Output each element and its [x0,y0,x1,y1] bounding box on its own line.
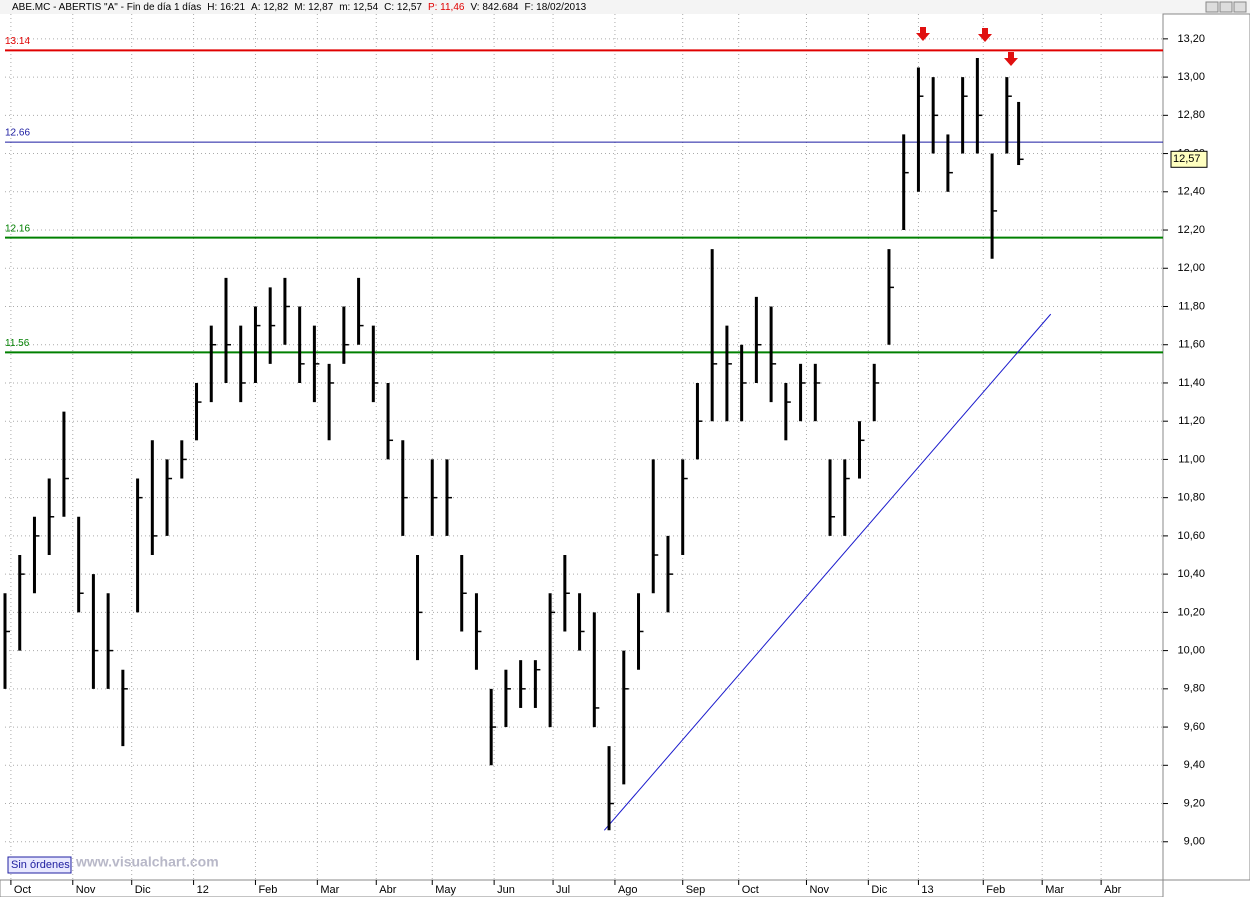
y-tick-label: 10,00 [1177,645,1205,657]
x-tick-label: Sep [686,884,706,896]
y-tick-label: 11,60 [1178,339,1205,351]
y-tick-label: 12,40 [1177,186,1205,198]
x-tick-label: Nov [809,884,829,896]
y-tick-label: 9,40 [1184,759,1205,771]
level-label: 11.56 [5,338,30,349]
x-tick-label: Abr [1104,884,1121,896]
y-tick-label: 11,40 [1178,377,1205,389]
time-axis [0,879,1164,897]
arrow [978,28,992,42]
y-tick-label: 10,20 [1177,606,1205,618]
y-tick-label: 11,80 [1178,300,1205,312]
y-tick-label: 10,40 [1177,568,1205,580]
orders-button[interactable] [7,856,72,874]
y-tick-label: 13,20 [1177,33,1205,45]
x-tick-label: Nov [76,884,96,896]
minimize[interactable] [1205,1,1219,13]
arrow [1004,52,1018,66]
level-label: 12.16 [5,223,30,234]
header-item: m: 12,54 [339,2,378,13]
y-tick-label: 10,60 [1177,530,1205,542]
y-tick-label: 13,00 [1177,71,1205,83]
header-item: A: 12,82 [251,2,289,13]
x-tick-label: Feb [258,884,277,896]
header-item: M: 12,87 [294,2,333,13]
header-item: P: 11,46 [428,2,465,13]
x-tick-label: Jul [556,884,570,896]
maximize[interactable] [1219,1,1233,13]
y-tick-label: 9,00 [1184,836,1205,848]
x-tick-label: May [435,884,456,896]
header-item: V: 842.684 [470,2,518,13]
x-tick-label: 13 [921,884,933,896]
x-tick-label: Mar [1045,884,1064,896]
y-tick-label: 12,80 [1177,109,1205,121]
y-tick-label: 9,20 [1184,797,1205,809]
header-item: F: 18/02/2013 [524,2,586,13]
y-tick-label: 11,20 [1178,415,1205,427]
x-tick-label: Dic [871,884,887,896]
arrow [916,27,930,41]
header-item: C: 12,57 [384,2,422,13]
x-tick-label: 12 [197,884,209,896]
header-item: ABE.MC - ABERTIS "A" - Fin de día 1 días [12,2,201,13]
watermark: www.visualchart.com [75,854,219,870]
window-buttons[interactable] [1205,1,1247,13]
y-tick-label: 11,00 [1178,453,1205,465]
y-tick-label: 12,20 [1177,224,1205,236]
level-label: 12.66 [5,128,30,139]
x-tick-label: Jun [497,884,515,896]
y-tick-label: 9,60 [1184,721,1205,733]
x-tick-label: Oct [742,884,759,896]
y-tick-label: 10,80 [1177,492,1205,504]
x-tick-label: Feb [986,884,1005,896]
price-axis [1162,13,1250,881]
header-bar [0,0,1250,14]
header: ABE.MC - ABERTIS "A" - Fin de día 1 días… [12,2,587,13]
x-tick-label: Abr [379,884,396,896]
x-tick-label: Dic [135,884,151,896]
last-price-box [1170,150,1208,168]
trendline [603,313,1052,831]
header-item: H: 16:21 [207,2,245,13]
last-price-label: 12,57 [1173,153,1201,165]
close[interactable] [1233,1,1247,13]
orders-button-label[interactable]: Sin órdenes [11,859,70,871]
y-tick-label: 9,80 [1184,683,1205,695]
level-label: 13.14 [5,36,30,47]
arrows [916,27,1018,66]
x-tick-label: Mar [320,884,339,896]
x-tick-label: Oct [14,884,31,896]
y-tick-label: 12,00 [1177,262,1205,274]
x-tick-label: Ago [618,884,638,896]
